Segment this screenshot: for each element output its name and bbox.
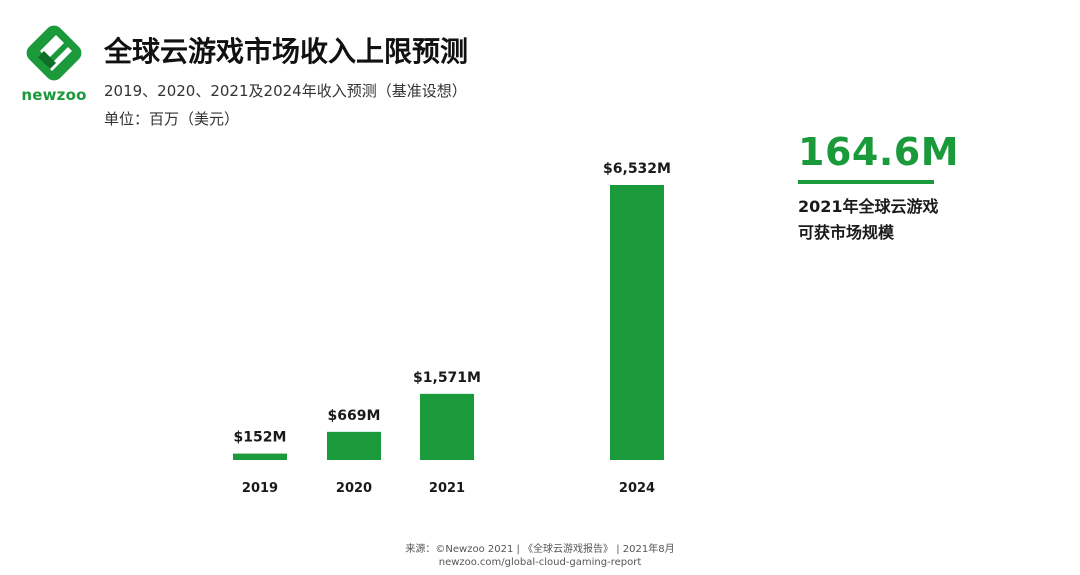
footer-source: 来源：©Newzoo 2021 | 《全球云游戏报告》 | 2021年8月 [405,544,675,555]
unit-label: 单位：百万（美元） [104,110,240,128]
page-title: 全球云游戏市场收入上限预测 [104,35,469,68]
x-tick-label-2021: 2021 [429,481,465,496]
callout-value: 164.6M [798,130,960,174]
footer-url: newzoo.com/global-cloud-gaming-report [438,557,642,568]
newzoo-logo-icon [26,25,82,81]
x-tick-label-2019: 2019 [242,481,278,496]
x-tick-label-2024: 2024 [619,481,655,496]
brand-name: newzoo [21,86,87,104]
bar-value-label-2024: $6,532M [603,161,671,177]
callout-underline [798,180,934,184]
bar-2019 [233,453,287,460]
callout-line-1: 2021年全球云游戏 [798,197,939,216]
chart-subtitle: 2019、2020、2021及2024年收入预测（基准设想） [104,82,467,100]
bar-2020 [327,431,381,460]
callout-description: 2021年全球云游戏 可获市场规模 [798,194,968,246]
callout-line-2: 可获市场规模 [798,223,895,242]
bar-2021 [420,393,474,460]
newzoo-logo: newzoo [18,22,90,112]
bar-value-label-2020: $669M [328,408,381,424]
bar-2024 [610,185,664,460]
x-tick-label-2020: 2020 [336,481,372,496]
bar-value-label-2021: $1,571M [413,370,481,386]
bar-value-label-2019: $152M [234,430,287,446]
